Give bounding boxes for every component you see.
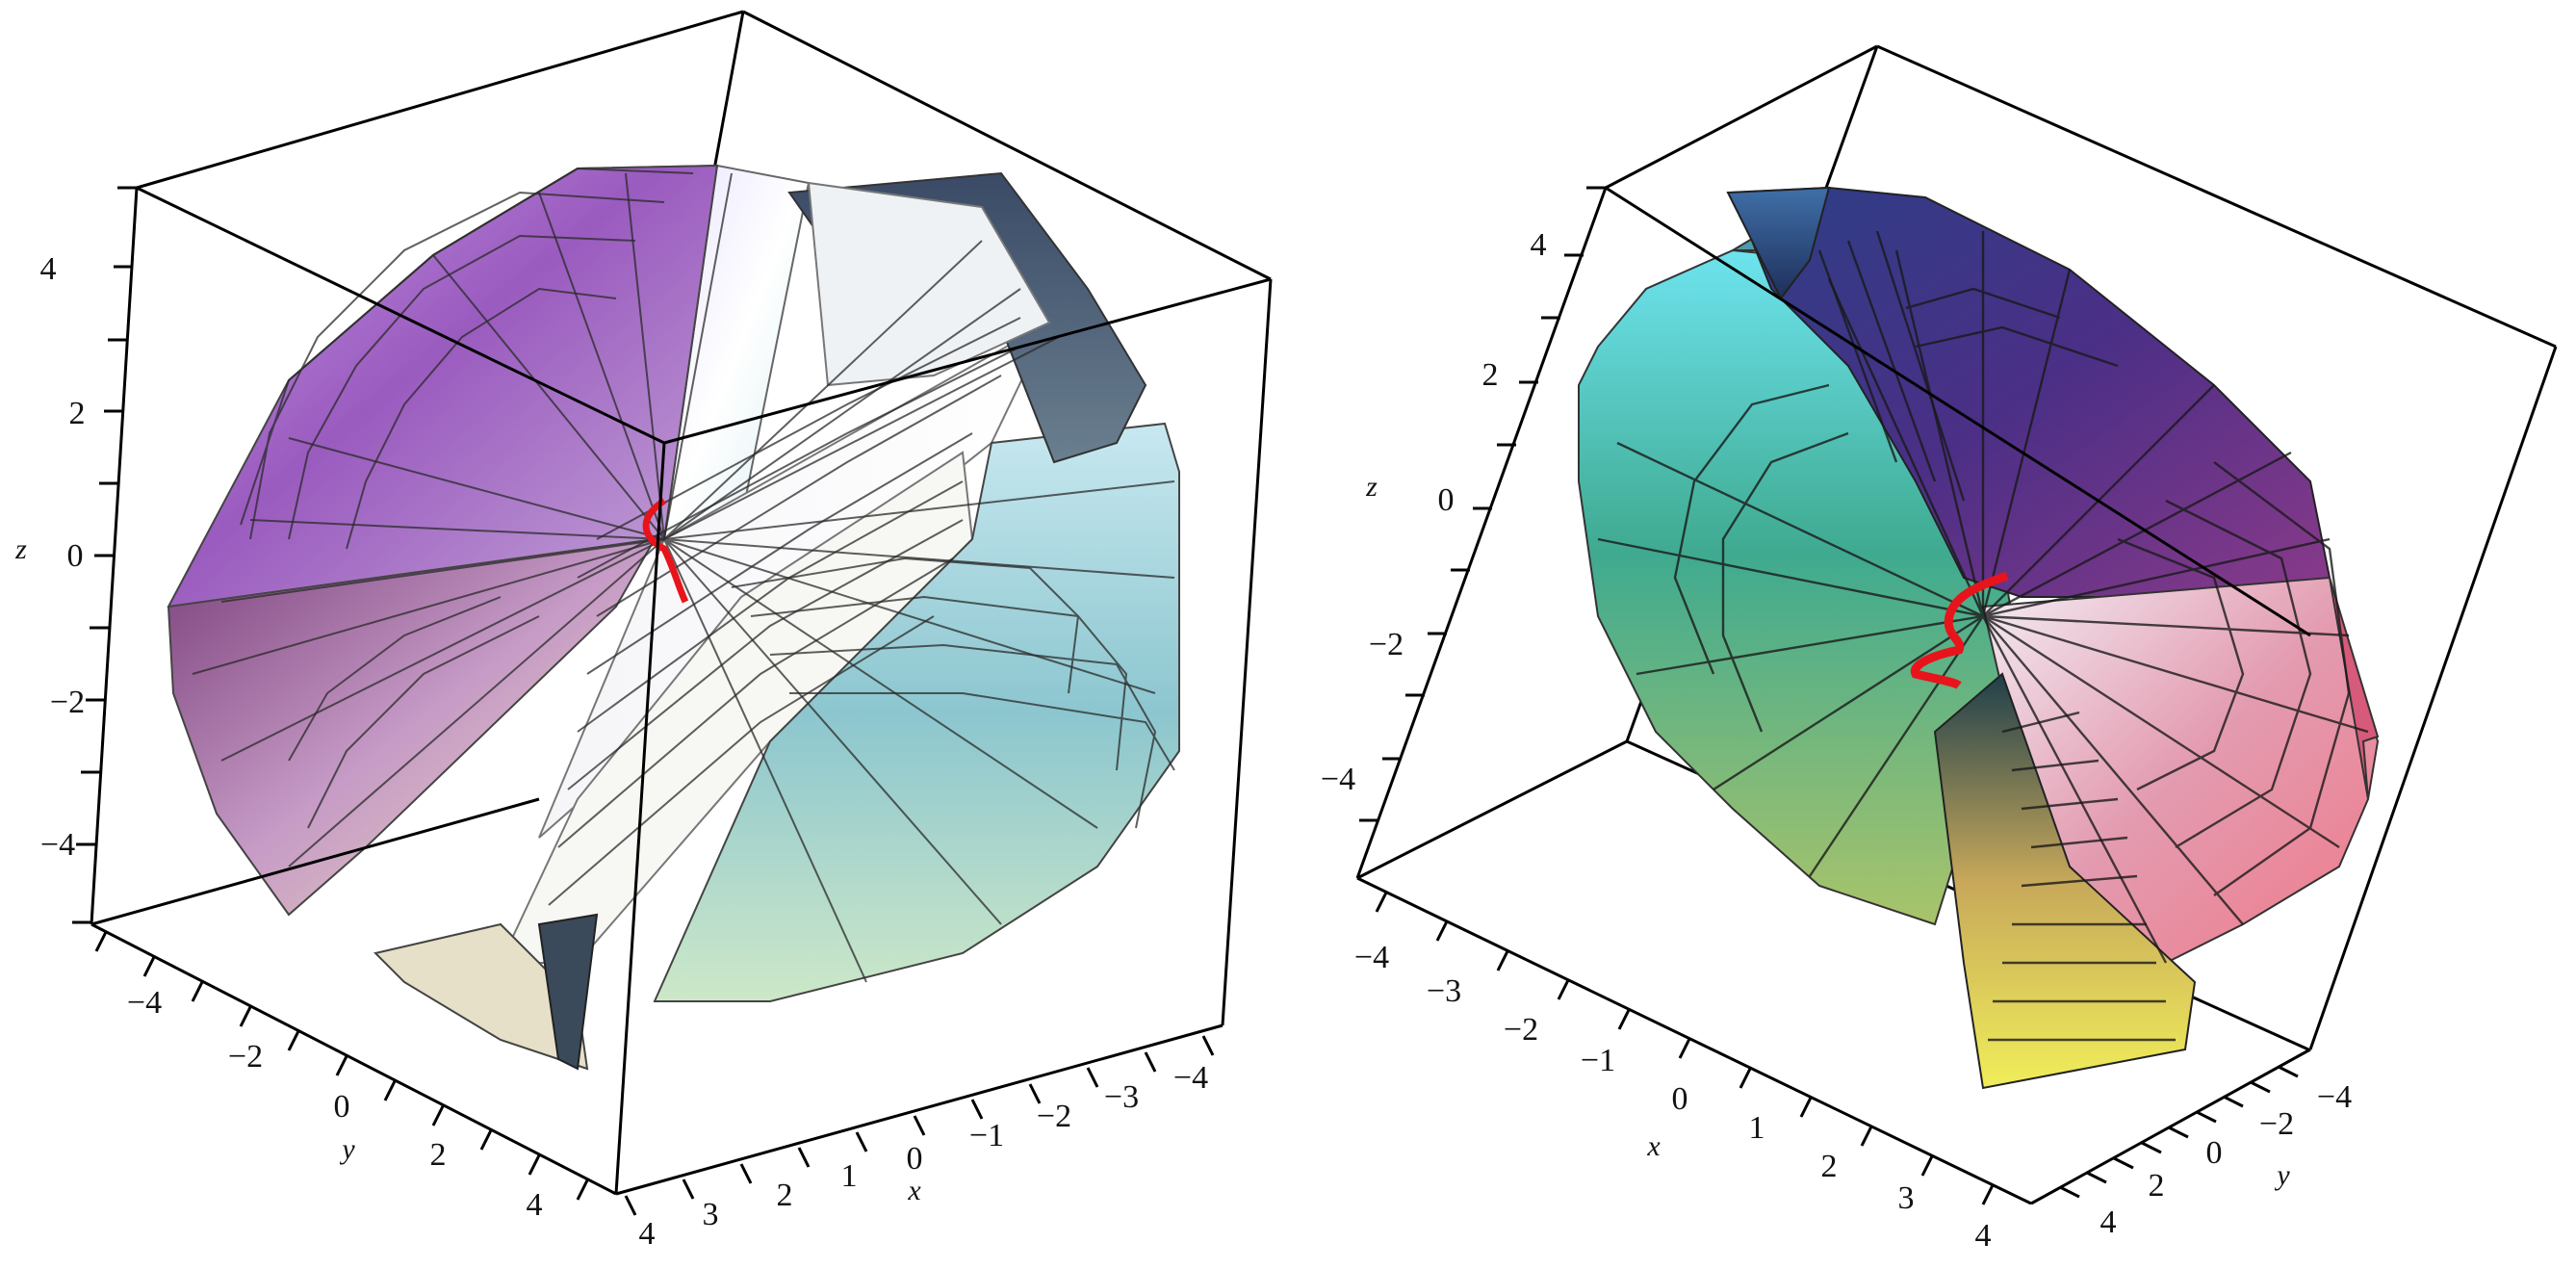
x-tick: −2 bbox=[1504, 1012, 1538, 1048]
x-tick: 4 bbox=[639, 1216, 656, 1252]
x-tick: −3 bbox=[1427, 973, 1461, 1009]
y-tick: −4 bbox=[127, 985, 162, 1021]
y-axis-label: y bbox=[339, 1133, 355, 1165]
z-tick: 2 bbox=[1482, 357, 1499, 393]
z-tick: 4 bbox=[40, 251, 57, 287]
y-axis-label: y bbox=[2274, 1159, 2290, 1191]
z-tick: −2 bbox=[1369, 627, 1404, 662]
red-curve-left bbox=[642, 498, 689, 604]
x-tick: −4 bbox=[1354, 940, 1389, 975]
x-axis-label: x bbox=[907, 1175, 921, 1206]
x-tick: 2 bbox=[1821, 1149, 1838, 1184]
y-tick: −2 bbox=[2259, 1106, 2294, 1142]
x-tick: 0 bbox=[907, 1141, 923, 1177]
y-axis-ticks-left bbox=[94, 931, 589, 1201]
y-tick: −2 bbox=[228, 1039, 263, 1075]
x-tick: −4 bbox=[1173, 1060, 1208, 1096]
z-axis-ticks-left bbox=[72, 186, 137, 924]
y-tick: 4 bbox=[527, 1187, 543, 1223]
x-axis-ticks-left bbox=[624, 1035, 1215, 1216]
box-front-edges bbox=[90, 186, 1273, 1196]
z-axis-label: z bbox=[14, 533, 27, 565]
y-axis-ticks-right bbox=[2059, 1065, 2299, 1199]
box-front-edges-right bbox=[1355, 186, 2558, 1205]
y-tick: 0 bbox=[2206, 1135, 2223, 1171]
plot-right: 4 2 0 −2 −4 z −4 −3 −2 −1 0 1 2 3 4 x bbox=[1321, 44, 2558, 1254]
plot-left: 4 2 0 −2 −4 z −4 −2 0 2 4 y bbox=[14, 10, 1273, 1252]
z-tick: −2 bbox=[50, 685, 85, 720]
z-tick: 0 bbox=[1438, 482, 1455, 518]
x-axis-label: x bbox=[1646, 1130, 1661, 1162]
z-tick: −4 bbox=[40, 827, 75, 863]
x-tick: −1 bbox=[1581, 1043, 1615, 1078]
red-curve-right bbox=[1911, 571, 2009, 689]
y-tick: 0 bbox=[334, 1089, 350, 1125]
x-tick: 1 bbox=[1749, 1110, 1765, 1146]
x-axis-ticks-right bbox=[1375, 892, 1995, 1205]
y-tick: −4 bbox=[2317, 1079, 2352, 1115]
z-tick: −4 bbox=[1321, 762, 1355, 797]
z-tick: 0 bbox=[67, 538, 84, 574]
x-tick: 4 bbox=[1975, 1218, 1992, 1254]
z-axis-label: z bbox=[1365, 471, 1378, 503]
x-tick: −3 bbox=[1104, 1079, 1139, 1115]
surface-left bbox=[167, 164, 1180, 1071]
x-tick: 3 bbox=[703, 1197, 719, 1232]
x-tick: 0 bbox=[1672, 1081, 1688, 1117]
y-tick: 2 bbox=[2149, 1168, 2165, 1204]
x-tick: 3 bbox=[1898, 1180, 1915, 1216]
x-tick: 2 bbox=[777, 1178, 793, 1213]
surface-right bbox=[1578, 186, 2380, 1090]
y-tick: 4 bbox=[2100, 1204, 2117, 1240]
x-tick: 1 bbox=[841, 1158, 858, 1194]
x-tick: −2 bbox=[1037, 1099, 1071, 1134]
z-tick: 2 bbox=[69, 396, 86, 431]
z-tick: 4 bbox=[1531, 227, 1547, 263]
z-axis-ticks-right bbox=[1359, 186, 1606, 822]
x-tick: −1 bbox=[969, 1118, 1004, 1153]
y-tick: 2 bbox=[430, 1137, 447, 1173]
